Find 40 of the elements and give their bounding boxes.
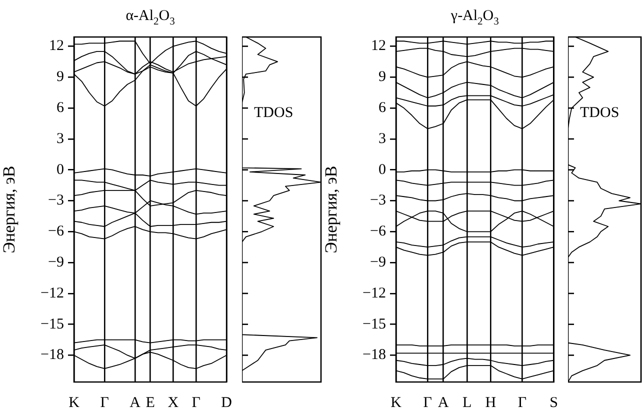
y-tick-label: −6 xyxy=(48,224,64,240)
y-tick-label: 3 xyxy=(56,130,64,147)
annotation: TDOS xyxy=(254,104,294,121)
y-tick-label: 0 xyxy=(378,162,386,178)
annotation: TDOS xyxy=(580,104,620,121)
x-tick-label: L xyxy=(462,394,472,411)
y-tick-label: −18 xyxy=(362,347,386,364)
y-tick-label: 9 xyxy=(56,69,64,86)
y-tick-label: −15 xyxy=(362,316,386,332)
y-tick-label: 6 xyxy=(378,100,386,116)
x-tick-label: X xyxy=(168,394,179,411)
x-tick-label: K xyxy=(68,394,80,411)
x-tick-label: Γ xyxy=(423,394,432,411)
y-tick-label: −9 xyxy=(370,254,386,270)
y-tick-label: 12 xyxy=(371,38,386,54)
x-tick-label: S xyxy=(550,394,558,411)
y-tick-label: −3 xyxy=(370,192,386,209)
x-tick-label: D xyxy=(221,394,232,411)
y-tick-label: −6 xyxy=(370,224,386,240)
y-tick-label: 9 xyxy=(378,69,386,86)
y-tick-label: 6 xyxy=(56,100,64,116)
x-tick-label: A xyxy=(130,394,141,411)
y-tick-label: −12 xyxy=(40,285,64,302)
y-axis-title: Энергия, эВ xyxy=(0,166,19,254)
x-tick-label: E xyxy=(146,394,155,411)
y-tick-label: 0 xyxy=(56,162,64,178)
y-tick-label: 3 xyxy=(378,130,386,147)
x-tick-label: Γ xyxy=(100,394,110,411)
x-tick-label: Γ xyxy=(192,394,201,411)
y-tick-label: −3 xyxy=(48,192,64,209)
x-tick-label: H xyxy=(485,394,496,411)
y-tick-label: −15 xyxy=(40,316,64,332)
y-tick-label: −12 xyxy=(362,285,386,302)
y-tick-label: −9 xyxy=(48,254,64,270)
y-tick-label: 12 xyxy=(49,38,64,54)
x-tick-label: A xyxy=(438,394,449,411)
x-tick-label: K xyxy=(390,394,402,411)
y-tick-label: −18 xyxy=(40,347,64,364)
x-tick-label: Γ xyxy=(518,394,527,411)
y-axis-title: Энергия, эВ xyxy=(322,166,341,254)
